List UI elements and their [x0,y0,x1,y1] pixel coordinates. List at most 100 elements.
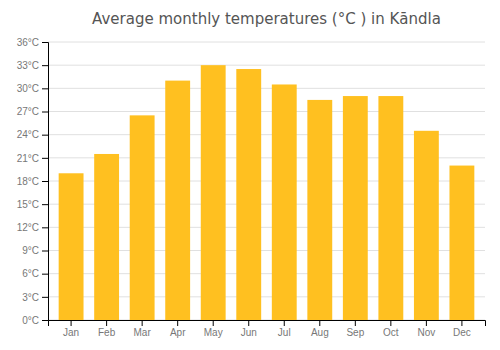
x-tick-label: Dec [453,327,471,338]
y-tick: 27°C [17,106,48,117]
x-tick-mark [248,320,249,326]
x-tick-mark [213,320,214,326]
x-tick-mark [71,320,72,326]
y-tick-mark [42,181,48,182]
x-tick-label: May [204,327,223,338]
grid-line [48,65,485,66]
y-tick: 36°C [17,37,48,48]
bar [165,81,190,320]
x-axis: Jan Feb Mar Apr May Jun Jul Aug Sep Oct Nov Dec [49,320,486,338]
y-tick-label: 15°C [17,199,39,210]
bar [378,96,403,320]
bar [236,69,261,320]
x-axis-line [49,321,486,327]
y-tick-mark [42,227,48,228]
x-tick-mark [461,320,462,326]
y-tick-label: 30°C [17,83,39,94]
grid [48,42,485,320]
y-tick-mark [42,135,48,136]
x-tick-label: Apr [170,327,186,338]
bar [130,115,155,320]
x-tick-mark [426,320,427,326]
x-tick: Apr [170,320,186,338]
y-tick-label: 9°C [22,245,39,256]
y-tick-mark [42,297,48,298]
y-tick-label: 24°C [17,129,39,140]
bar [449,166,474,320]
y-tick-mark [42,42,48,43]
x-tick-label: Feb [98,327,116,338]
x-tick: Oct [383,320,399,338]
grid-line [48,88,485,89]
bar [272,84,297,320]
y-tick: 24°C [17,129,48,140]
grid-line [48,42,485,43]
bar [343,96,368,320]
y-tick-label: 21°C [17,153,39,164]
bar [201,65,226,320]
x-tick-label: Nov [417,327,435,338]
y-tick-mark [42,158,48,159]
bar [94,154,119,320]
y-tick-mark [42,320,48,321]
x-tick: Feb [98,320,116,338]
y-tick: 12°C [17,222,48,233]
y-tick: 6°C [22,268,48,279]
y-tick: 0°C [22,315,48,326]
x-tick-label: Mar [134,327,152,338]
y-tick-label: 27°C [17,106,39,117]
y-tick: 15°C [17,199,48,210]
x-tick-mark [106,320,107,326]
y-tick-label: 0°C [22,315,39,326]
x-tick: Jan [63,320,79,338]
x-tick-mark [355,320,356,326]
y-axis-line [42,43,49,321]
x-tick: Dec [453,320,471,338]
x-tick: Jul [278,320,291,338]
bar [414,131,439,320]
y-tick-mark [42,65,48,66]
y-tick-mark [42,251,48,252]
y-tick: 18°C [17,176,48,187]
y-tick-label: 36°C [17,37,39,48]
x-tick: Jun [241,320,257,338]
x-tick-label: Jun [241,327,257,338]
x-tick-label: Sep [346,327,364,338]
y-tick-label: 18°C [17,176,39,187]
y-tick-mark [42,112,48,113]
x-tick-label: Jan [63,327,79,338]
chart: 0°C 3°C 6°C 9°C 12°C 15°C 18°C 21°C 24°C 27°C 30°C… [0,0,500,350]
y-tick: 3°C [22,292,48,303]
x-tick-mark [319,320,320,326]
x-tick: May [204,320,223,338]
x-tick-mark [177,320,178,326]
y-tick-label: 33°C [17,60,39,71]
y-tick-label: 12°C [17,222,39,233]
x-tick-mark [390,320,391,326]
y-tick-label: 6°C [22,268,39,279]
title: Average monthly temperatures (°C ) in Kā… [92,10,441,28]
y-tick-mark [42,204,48,205]
x-tick-label: Oct [383,327,399,338]
x-tick: Nov [417,320,435,338]
plot-area: 0°C 3°C 6°C 9°C 12°C 15°C 18°C 21°C 24°C 27°C 30°C… [17,37,486,338]
y-tick: 33°C [17,60,48,71]
bars [59,65,475,320]
y-tick-mark [42,274,48,275]
grid-line [48,111,485,112]
x-tick: Sep [346,320,364,338]
bar [59,173,84,320]
x-tick-label: Aug [311,327,329,338]
x-tick-mark [284,320,285,326]
x-tick: Aug [311,320,329,338]
y-tick: 9°C [22,245,48,256]
x-tick-mark [142,320,143,326]
y-tick: 30°C [17,83,48,94]
y-tick-label: 3°C [22,292,39,303]
x-tick-label: Jul [278,327,291,338]
x-tick: Mar [134,320,152,338]
bar [307,100,332,320]
y-tick-mark [42,88,48,89]
y-tick: 21°C [17,153,48,164]
y-axis: 0°C 3°C 6°C 9°C 12°C 15°C 18°C 21°C 24°C 27°C 30°C… [17,37,49,326]
